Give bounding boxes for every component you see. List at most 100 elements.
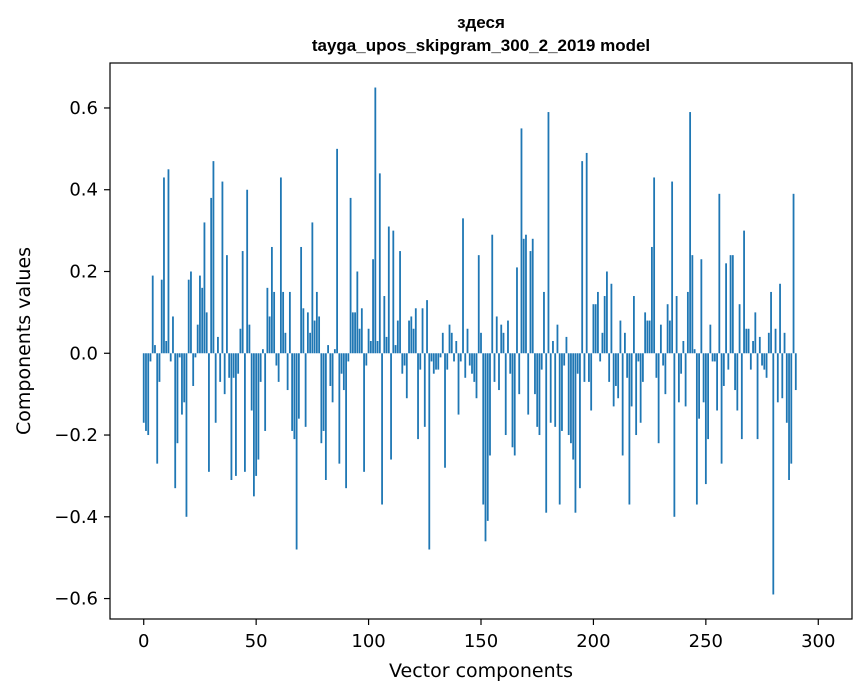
bar <box>340 353 343 374</box>
bar <box>412 328 415 354</box>
bar <box>493 353 496 382</box>
bar <box>244 353 246 472</box>
bar <box>306 312 309 354</box>
bar <box>558 353 561 505</box>
bar <box>581 161 584 354</box>
bar <box>767 332 770 354</box>
bar <box>194 353 197 358</box>
bar <box>570 353 572 444</box>
bar <box>147 353 150 436</box>
bar <box>630 353 633 407</box>
bar <box>686 291 689 354</box>
bar <box>304 353 307 427</box>
bar <box>176 353 179 444</box>
bar <box>659 324 662 354</box>
bar <box>624 332 626 354</box>
bar <box>181 353 183 415</box>
bar <box>585 152 588 354</box>
bar <box>752 341 754 354</box>
bar <box>291 353 294 431</box>
bar <box>549 353 552 423</box>
bar <box>347 353 350 362</box>
bar <box>374 87 377 354</box>
bar <box>563 353 566 366</box>
bar <box>489 353 491 456</box>
bar <box>758 336 761 354</box>
bar <box>743 230 745 354</box>
bar <box>288 291 291 354</box>
bar <box>286 353 289 391</box>
bar <box>682 341 685 354</box>
bar <box>185 353 188 517</box>
bar <box>311 222 314 354</box>
bar <box>536 353 539 427</box>
bar <box>381 353 383 505</box>
bar <box>500 324 503 354</box>
bar <box>765 353 768 378</box>
bar <box>302 308 305 354</box>
bar <box>248 324 251 354</box>
bar <box>255 353 258 476</box>
x-tick-label: 0 <box>138 631 149 652</box>
bar <box>689 112 692 354</box>
y-tick-label: 0.4 <box>69 180 98 201</box>
bar <box>691 255 694 354</box>
bar <box>253 353 255 497</box>
bar <box>403 353 406 366</box>
bar <box>235 353 237 476</box>
bar <box>475 353 478 399</box>
bar <box>792 193 795 354</box>
bar <box>239 328 242 354</box>
y-axis-label: Components values <box>13 247 35 435</box>
bar <box>482 353 485 505</box>
bar <box>448 324 451 354</box>
bar <box>441 332 444 354</box>
bar <box>217 336 219 354</box>
bar <box>446 353 449 370</box>
bar <box>502 332 505 354</box>
bar <box>790 353 793 464</box>
bar <box>599 353 602 362</box>
x-axis-ticks: 0 50 100 150 200 250 300 <box>138 619 835 652</box>
bar <box>763 353 766 370</box>
bar <box>266 287 269 354</box>
bar <box>336 148 338 354</box>
bar <box>554 353 557 427</box>
bar <box>716 353 718 411</box>
bar <box>615 353 617 386</box>
bar <box>498 353 500 391</box>
bar <box>293 353 296 440</box>
bar <box>309 332 312 354</box>
bar <box>172 316 174 354</box>
bar <box>684 353 687 407</box>
bar <box>779 283 781 354</box>
bar <box>707 353 709 440</box>
bar <box>199 275 201 354</box>
bar <box>320 353 323 444</box>
bar <box>736 353 739 411</box>
bar <box>273 291 276 354</box>
bar <box>212 161 215 354</box>
bar <box>174 353 177 489</box>
bar <box>163 177 165 354</box>
bar <box>196 324 199 354</box>
bar <box>704 353 707 485</box>
y-tick-label: −0.6 <box>54 589 98 610</box>
bar <box>626 353 629 378</box>
y-tick-label: 0.6 <box>69 98 98 119</box>
bar <box>230 353 233 480</box>
bar <box>772 353 775 595</box>
bar <box>664 353 667 395</box>
bar <box>241 251 244 354</box>
bar <box>722 353 725 386</box>
bar <box>279 177 282 354</box>
bar <box>513 353 516 456</box>
bar <box>477 255 480 354</box>
bar <box>709 324 712 354</box>
bar <box>466 328 469 354</box>
bar <box>158 353 161 382</box>
bar <box>662 353 665 366</box>
bar <box>729 255 732 354</box>
plot-frame <box>109 62 853 620</box>
bar <box>693 349 696 354</box>
